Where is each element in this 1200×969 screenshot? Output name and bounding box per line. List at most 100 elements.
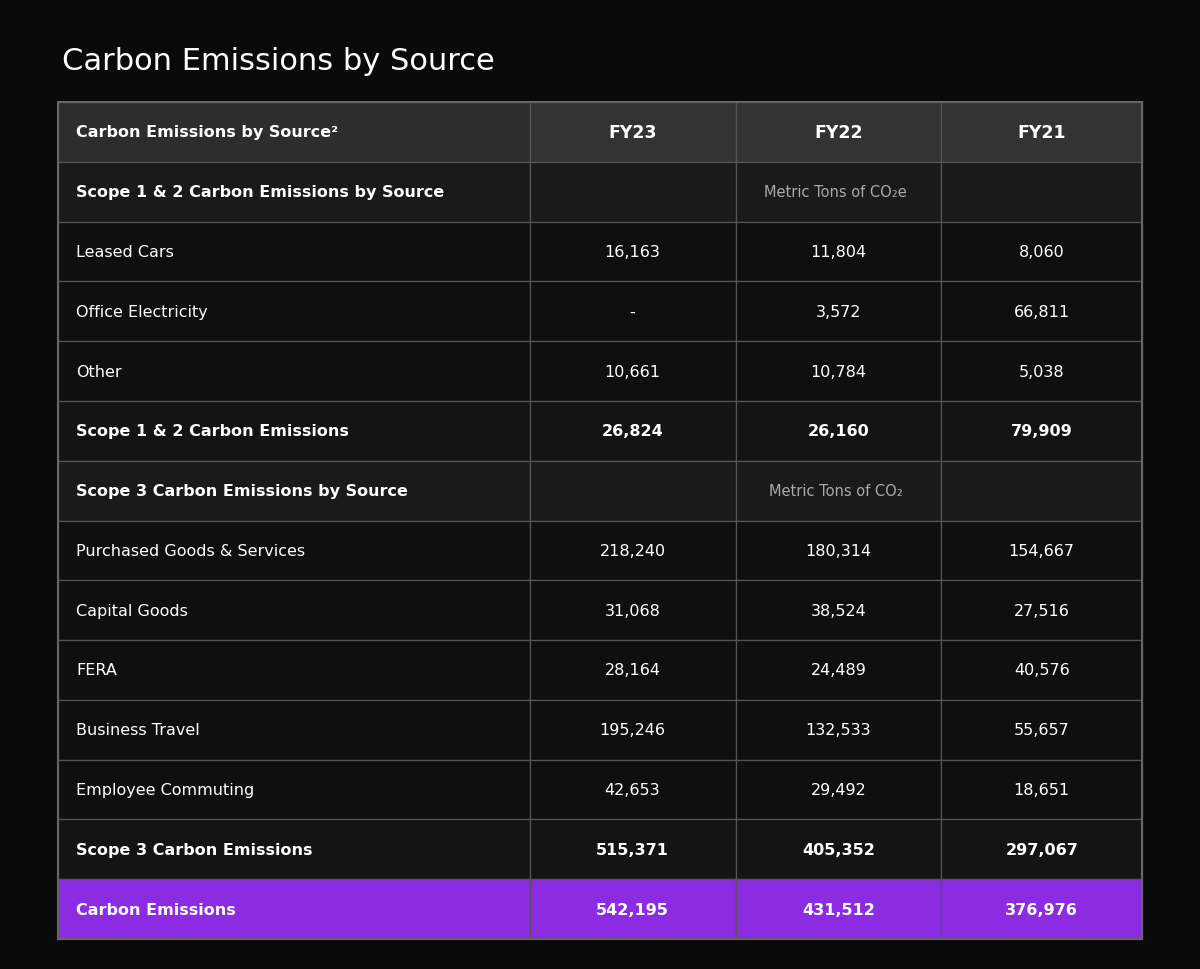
Text: 5,038: 5,038 (1019, 364, 1064, 379)
Text: 18,651: 18,651 (1014, 782, 1069, 797)
Bar (529, 342, 736, 401)
Bar (529, 103, 736, 163)
Text: 10,661: 10,661 (605, 364, 660, 379)
Text: 297,067: 297,067 (1006, 842, 1078, 857)
Bar (529, 401, 736, 461)
Bar (529, 820, 736, 879)
Bar (529, 701, 736, 760)
Bar (58, 641, 529, 701)
Text: Other: Other (76, 364, 121, 379)
Text: 16,163: 16,163 (605, 245, 660, 260)
Text: -: - (630, 304, 635, 320)
Bar (529, 760, 736, 820)
Text: Scope 3 Carbon Emissions: Scope 3 Carbon Emissions (76, 842, 312, 857)
Bar (736, 163, 942, 222)
Text: 66,811: 66,811 (1014, 304, 1069, 320)
Bar (58, 701, 529, 760)
Text: Purchased Goods & Services: Purchased Goods & Services (76, 544, 305, 558)
Bar (58, 222, 529, 282)
Bar (942, 820, 1142, 879)
Text: 3,572: 3,572 (816, 304, 862, 320)
Bar (942, 580, 1142, 641)
Bar (736, 641, 942, 701)
Text: 38,524: 38,524 (811, 603, 866, 618)
Bar (942, 760, 1142, 820)
Bar (58, 820, 529, 879)
Bar (736, 760, 942, 820)
Text: Metric Tons of CO₂: Metric Tons of CO₂ (769, 484, 902, 499)
Bar (942, 222, 1142, 282)
Bar (58, 401, 529, 461)
Bar (529, 521, 736, 580)
Bar (736, 521, 942, 580)
Bar (736, 103, 942, 163)
Bar (736, 820, 942, 879)
Bar (736, 580, 942, 641)
Bar (942, 103, 1142, 163)
Bar (529, 879, 736, 939)
Bar (736, 701, 942, 760)
Text: Capital Goods: Capital Goods (76, 603, 188, 618)
Text: 24,489: 24,489 (810, 663, 866, 677)
Text: 8,060: 8,060 (1019, 245, 1064, 260)
Text: 28,164: 28,164 (605, 663, 660, 677)
Bar (529, 461, 736, 521)
Bar (58, 461, 529, 521)
Bar (942, 401, 1142, 461)
Text: FY22: FY22 (814, 124, 863, 141)
Bar (736, 282, 942, 342)
Text: FY23: FY23 (608, 124, 656, 141)
Text: FERA: FERA (76, 663, 116, 677)
Bar (529, 282, 736, 342)
Bar (58, 760, 529, 820)
Bar (736, 461, 942, 521)
Bar (58, 580, 529, 641)
Bar (942, 641, 1142, 701)
Text: 376,976: 376,976 (1006, 902, 1078, 917)
Text: 11,804: 11,804 (810, 245, 866, 260)
Text: Scope 1 & 2 Carbon Emissions: Scope 1 & 2 Carbon Emissions (76, 423, 349, 439)
Text: Business Travel: Business Travel (76, 723, 199, 737)
Text: Scope 3 Carbon Emissions by Source: Scope 3 Carbon Emissions by Source (76, 484, 408, 499)
Text: 31,068: 31,068 (605, 603, 660, 618)
Bar (58, 103, 529, 163)
Bar (529, 222, 736, 282)
Bar (942, 701, 1142, 760)
Text: Employee Commuting: Employee Commuting (76, 782, 254, 797)
Text: Carbon Emissions by Source: Carbon Emissions by Source (62, 47, 494, 77)
Text: Carbon Emissions: Carbon Emissions (76, 902, 235, 917)
Text: 29,492: 29,492 (811, 782, 866, 797)
Text: 154,667: 154,667 (1009, 544, 1075, 558)
Bar (58, 342, 529, 401)
Text: Carbon Emissions by Source²: Carbon Emissions by Source² (76, 125, 338, 141)
Bar (942, 342, 1142, 401)
Text: 515,371: 515,371 (596, 842, 668, 857)
Text: 55,657: 55,657 (1014, 723, 1069, 737)
Bar (529, 580, 736, 641)
Bar (58, 282, 529, 342)
Text: Scope 1 & 2 Carbon Emissions by Source: Scope 1 & 2 Carbon Emissions by Source (76, 185, 444, 200)
Bar (942, 461, 1142, 521)
Text: 27,516: 27,516 (1014, 603, 1069, 618)
Bar (942, 282, 1142, 342)
Text: 132,533: 132,533 (805, 723, 871, 737)
Bar (942, 521, 1142, 580)
Text: Metric Tons of CO₂e: Metric Tons of CO₂e (764, 185, 907, 200)
Text: 431,512: 431,512 (802, 902, 875, 917)
Bar (58, 103, 1142, 939)
Text: 10,784: 10,784 (810, 364, 866, 379)
Bar (942, 163, 1142, 222)
Bar (58, 879, 529, 939)
Text: 405,352: 405,352 (802, 842, 875, 857)
Text: FY21: FY21 (1018, 124, 1066, 141)
Text: 542,195: 542,195 (596, 902, 668, 917)
Bar (942, 879, 1142, 939)
Bar (736, 879, 942, 939)
Bar (736, 342, 942, 401)
Text: 26,824: 26,824 (601, 423, 664, 439)
Text: Office Electricity: Office Electricity (76, 304, 208, 320)
Bar (529, 163, 736, 222)
Text: 42,653: 42,653 (605, 782, 660, 797)
Text: 79,909: 79,909 (1010, 423, 1073, 439)
Bar (736, 222, 942, 282)
